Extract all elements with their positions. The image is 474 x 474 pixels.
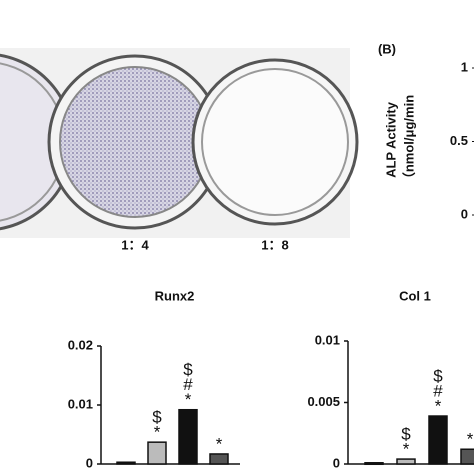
significance-mark: * bbox=[185, 390, 192, 409]
significance-mark: $ bbox=[433, 367, 443, 386]
well-photo bbox=[0, 48, 359, 238]
bar bbox=[147, 441, 167, 465]
panel-label: (B) bbox=[378, 41, 396, 56]
bar bbox=[396, 458, 416, 465]
significance-mark: * bbox=[467, 430, 474, 449]
bar bbox=[116, 461, 136, 465]
y-tick-label: 0 bbox=[333, 455, 340, 470]
y-axis-label: （nmol/μg/min bbox=[401, 95, 416, 185]
y-axis-label: ALP Activity bbox=[383, 101, 398, 178]
bar bbox=[364, 462, 384, 466]
chart-title: Runx2 bbox=[155, 288, 195, 303]
well-stained bbox=[59, 66, 211, 218]
y-tick-label: 0 bbox=[461, 206, 468, 221]
significance-mark: * bbox=[216, 434, 223, 453]
chart-title: Col 1 bbox=[399, 288, 431, 303]
bar bbox=[178, 408, 198, 465]
bar bbox=[428, 415, 448, 465]
well-label: 1：4 bbox=[121, 237, 149, 252]
y-tick-label: 1 bbox=[461, 59, 468, 74]
y-tick-label: 0.02 bbox=[68, 337, 93, 352]
significance-mark: # bbox=[183, 375, 193, 394]
significance-mark: * bbox=[435, 397, 442, 416]
y-tick-label: 0.5 bbox=[450, 133, 468, 148]
significance-mark: # bbox=[433, 382, 443, 401]
y-tick-label: 0 bbox=[86, 455, 93, 470]
y-tick-label: 0.005 bbox=[307, 394, 340, 409]
y-tick-label: 0.01 bbox=[68, 396, 93, 411]
significance-mark: * bbox=[154, 423, 161, 442]
bar bbox=[460, 448, 474, 465]
significance-mark: * bbox=[403, 440, 410, 459]
well-label: 1：8 bbox=[261, 237, 288, 252]
well-rim bbox=[201, 68, 349, 216]
y-tick-label: 0.01 bbox=[315, 332, 340, 347]
significance-mark: $ bbox=[401, 425, 411, 444]
significance-mark: $ bbox=[183, 360, 193, 379]
significance-mark: $ bbox=[152, 408, 162, 427]
bar bbox=[209, 453, 229, 465]
